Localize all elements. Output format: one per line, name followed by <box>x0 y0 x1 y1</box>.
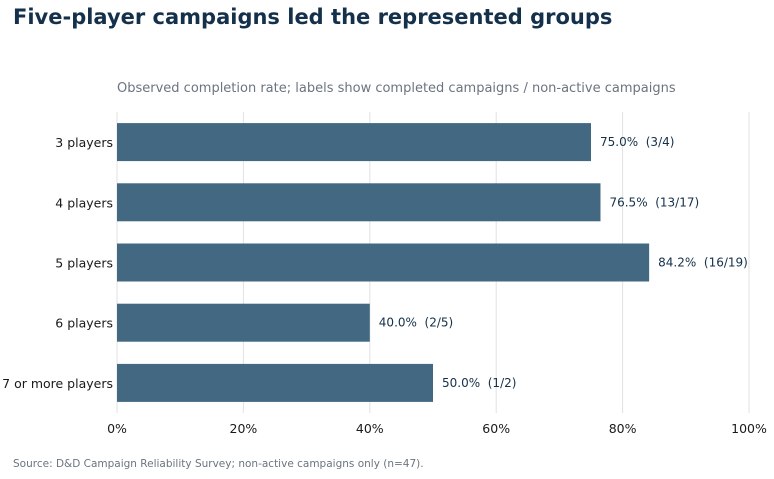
bar <box>117 123 591 162</box>
category-label: 6 players <box>55 316 113 331</box>
bar <box>117 183 601 222</box>
category-label: 4 players <box>55 195 113 210</box>
category-label: 7 or more players <box>2 376 113 391</box>
chart-subtitle: Observed completion rate; labels show co… <box>117 81 676 96</box>
x-tick-label: 0% <box>107 421 127 436</box>
x-tick-label: 40% <box>356 421 384 436</box>
bar <box>117 363 433 402</box>
data-label: 76.5% (13/17) <box>609 195 699 209</box>
source-note: Source: D&D Campaign Reliability Survey;… <box>13 458 424 470</box>
category-label: 5 players <box>55 256 113 271</box>
x-tick-label: 20% <box>230 421 258 436</box>
data-label: 50.0% (1/2) <box>442 376 516 390</box>
x-tick-label: 100% <box>731 421 767 436</box>
data-labels: 75.0% (3/4) 76.5% (13/17) 84.2% (16/19) 40.… <box>379 135 748 390</box>
data-label: 84.2% (16/19) <box>658 256 748 270</box>
x-axis-ticks: 0% 20% 40% 60% 80% 100% <box>107 421 767 436</box>
data-label: 40.0% (2/5) <box>379 316 453 330</box>
category-label: 3 players <box>55 135 113 150</box>
bar <box>117 303 370 342</box>
x-tick-label: 80% <box>609 421 637 436</box>
category-labels: 3 players 4 players 5 players 6 players 7 or… <box>2 135 113 391</box>
bar <box>117 243 650 282</box>
data-label: 75.0% (3/4) <box>600 135 674 149</box>
bars <box>117 123 650 402</box>
chart-title: Five-player campaigns led the represente… <box>13 5 613 29</box>
x-tick-label: 60% <box>482 421 510 436</box>
